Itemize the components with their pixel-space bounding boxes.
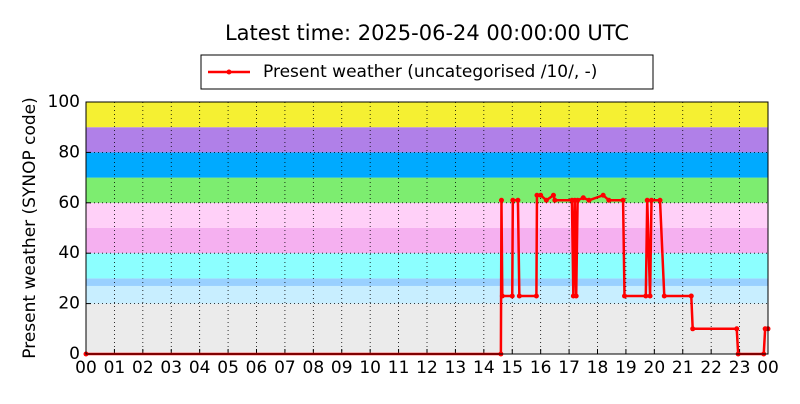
- data-point: [573, 293, 579, 299]
- x-tick-label: 23: [729, 358, 751, 378]
- x-tick-label: 22: [700, 358, 722, 378]
- data-point: [552, 197, 558, 203]
- data-point: [550, 192, 556, 198]
- x-tick-label: 07: [274, 358, 296, 378]
- data-point: [643, 293, 649, 299]
- background-band: [86, 152, 768, 178]
- chart-title: Latest time: 2025-06-24 00:00:00 UTC: [225, 21, 629, 45]
- data-point: [644, 197, 650, 203]
- background-band: [86, 127, 768, 153]
- x-tick-label: 16: [530, 358, 552, 378]
- legend-marker: [226, 69, 232, 75]
- data-point: [515, 197, 521, 203]
- x-tick-label: 20: [644, 358, 666, 378]
- data-point: [499, 293, 505, 299]
- legend-label: Present weather (uncategorised /10/, -): [263, 62, 597, 82]
- x-tick-label: 10: [359, 358, 381, 378]
- data-point: [621, 293, 627, 299]
- data-point: [533, 293, 539, 299]
- data-point: [661, 293, 667, 299]
- data-point: [510, 197, 516, 203]
- x-tick-label: 19: [615, 358, 637, 378]
- data-point: [498, 197, 504, 203]
- data-point: [648, 197, 654, 203]
- data-point: [580, 195, 586, 201]
- x-tick-label: 15: [501, 358, 523, 378]
- x-tick-label: 00: [75, 358, 97, 378]
- data-point: [620, 197, 626, 203]
- y-tick-label: 40: [58, 243, 80, 263]
- data-point: [657, 197, 663, 203]
- data-point: [538, 192, 544, 198]
- y-tick-label: 80: [58, 142, 80, 162]
- x-tick-label: 17: [558, 358, 580, 378]
- data-point: [606, 197, 612, 203]
- x-tick-label: 11: [388, 358, 410, 378]
- data-line: [86, 193, 768, 356]
- y-axis-label: Present weather (SYNOP code): [20, 97, 40, 358]
- data-point: [543, 197, 549, 203]
- data-point: [688, 293, 694, 299]
- x-tick-label: 00: [757, 358, 779, 378]
- x-tick-label: 01: [104, 358, 126, 378]
- data-point: [734, 326, 740, 332]
- x-tick-label: 13: [445, 358, 467, 378]
- data-point: [690, 326, 696, 332]
- y-tick-label: 100: [48, 92, 80, 112]
- data-point: [647, 293, 653, 299]
- legend: Present weather (uncategorised /10/, -): [200, 54, 654, 90]
- data-point: [516, 293, 522, 299]
- x-tick-label: 06: [246, 358, 268, 378]
- y-tick-label: 20: [58, 294, 80, 314]
- background-band: [86, 228, 768, 254]
- y-tick-label: 60: [58, 193, 80, 213]
- data-point: [586, 197, 592, 203]
- x-tick-label: 18: [587, 358, 609, 378]
- x-tick-label: 09: [331, 358, 353, 378]
- x-tick-label: 02: [132, 358, 154, 378]
- plot-frame: [85, 101, 769, 355]
- x-tick-label: 08: [303, 358, 325, 378]
- x-tick-label: 21: [672, 358, 694, 378]
- data-point: [600, 192, 606, 198]
- data-point: [534, 192, 540, 198]
- x-tick-label: 04: [189, 358, 211, 378]
- background-band: [86, 303, 768, 354]
- x-tick-label: 03: [160, 358, 182, 378]
- data-point: [575, 197, 581, 203]
- x-tick-label: 12: [416, 358, 438, 378]
- y-tick-label: 0: [69, 344, 80, 364]
- legend-box: [200, 54, 654, 90]
- x-tick-label: 05: [217, 358, 239, 378]
- data-point: [509, 293, 515, 299]
- x-tick-label: 14: [473, 358, 495, 378]
